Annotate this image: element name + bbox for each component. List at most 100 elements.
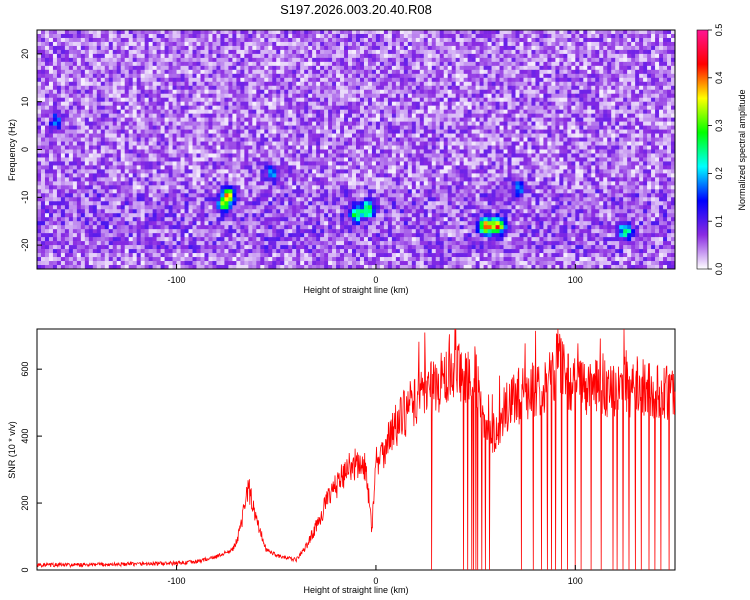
heatmap-cell [280,65,285,71]
heatmap-cell [336,145,341,150]
heatmap-cell [37,125,42,130]
heatmap-cell [611,149,616,154]
heatmap-cell [208,93,213,99]
heatmap-cell [276,137,281,142]
heatmap-cell [200,61,205,67]
heatmap-cell [563,105,568,110]
heatmap-cell [292,125,297,130]
heatmap-cell [188,97,193,102]
heatmap-cell [411,77,417,83]
heatmap-cell [312,125,317,130]
heatmap-cell [399,77,405,83]
heatmap-cell [503,69,508,75]
heatmap-cell [367,93,373,99]
heatmap-cell [316,109,321,114]
heatmap-cell [208,101,213,106]
heatmap-cell [188,73,193,79]
heatmap-cell [455,49,460,55]
heatmap-cell [663,109,668,114]
heatmap-cell [37,149,42,154]
heatmap-cell [419,41,425,47]
heatmap-cell [379,141,385,146]
heatmap-cell [216,45,221,51]
heatmap-cell [555,57,560,63]
heatmap-cell [192,141,197,146]
heatmap-cell [487,105,492,110]
heatmap-cell [212,97,217,102]
heatmap-cell [567,133,572,138]
heatmap-cell [671,77,676,83]
heatmap-cell [535,53,540,59]
heatmap-cell [332,105,337,110]
heatmap-cell [104,93,110,99]
heatmap-cell [160,37,165,43]
heatmap-cell [519,65,524,71]
heatmap-cell [583,97,588,102]
heatmap-cell [515,129,520,134]
heatmap-cell [228,105,233,110]
heatmap-cell [288,109,293,114]
heatmap-cell [499,125,504,130]
heatmap-cell [40,141,46,146]
heatmap-cell [371,81,377,87]
heatmap-cell [563,133,568,138]
heatmap-cell [84,41,90,47]
heatmap-cell [76,125,82,130]
heatmap-cell [623,125,628,130]
heatmap-cell [583,53,588,59]
heatmap-cell [212,89,217,95]
heatmap-cell [591,61,596,67]
heatmap-cell [487,141,492,146]
heatmap-cell [68,85,74,91]
heatmap-cell [208,41,213,47]
heatmap-cell [344,45,349,51]
heatmap-cell [216,141,221,146]
heatmap-cell [419,73,425,79]
heatmap-cell [603,113,608,118]
heatmap-cell [228,145,233,150]
heatmap-cell [423,101,429,106]
heatmap-cell [256,113,261,118]
heatmap-cell [527,45,532,51]
heatmap-cell [543,101,548,106]
heatmap-cell [104,57,110,63]
heatmap-cell [431,41,437,47]
heatmap-cell [268,65,273,71]
heatmap-cell [136,125,141,130]
heatmap-cell [583,101,588,106]
heatmap-cell [40,153,46,158]
heatmap-cell [280,117,285,122]
heatmap-cell [515,85,520,91]
heatmap-cell [627,89,632,95]
heatmap-cell [463,137,468,142]
heatmap-cell [252,117,257,122]
heatmap-cell [144,137,149,142]
heatmap-cell [256,145,261,150]
heatmap-cell [483,37,488,43]
heatmap-cell [671,117,676,122]
heatmap-cell [399,121,405,126]
heatmap-cell [427,121,433,126]
heatmap-cell [599,41,604,47]
heatmap-cell [184,61,189,67]
heatmap-cell [563,37,568,43]
heatmap-cell [104,89,110,95]
heatmap-cell [184,57,189,63]
heatmap-cell [72,133,78,138]
heatmap-cell [587,113,592,118]
heatmap-cell [260,113,265,118]
heatmap-cell [459,105,464,110]
heatmap-cell [252,30,257,35]
heatmap-cell [531,117,536,122]
heatmap-cell [328,141,333,146]
heatmap-cell [340,93,345,99]
heatmap-cell [671,81,676,87]
heatmap-cell [37,77,42,83]
heatmap-cell [208,117,213,122]
heatmap-cell [363,61,369,67]
heatmap-cell [188,45,193,51]
heatmap-cell [48,109,54,114]
heatmap-cell [112,145,118,150]
heatmap-cell [148,145,153,150]
heatmap-cell [128,69,133,75]
